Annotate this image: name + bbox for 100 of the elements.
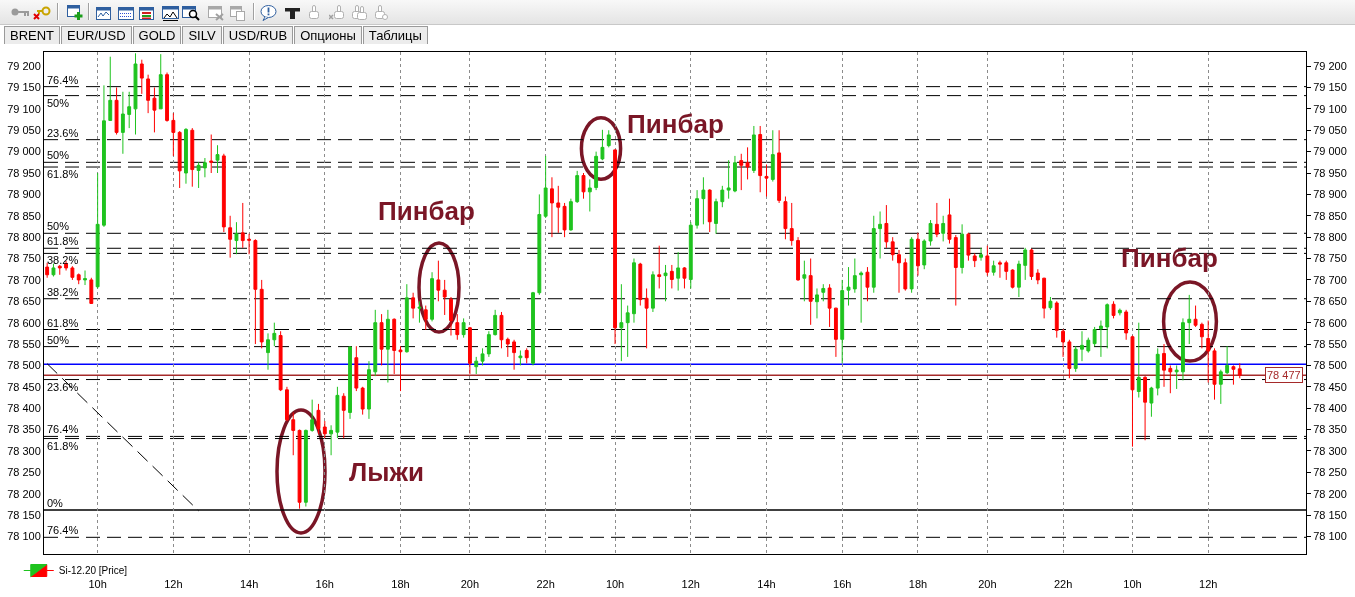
- candlestick: [348, 345, 352, 420]
- x-tick-label: 10h: [88, 578, 107, 591]
- candlestick: [1029, 248, 1034, 281]
- candlestick: [474, 356, 479, 375]
- y-tick-label: 78 900: [1313, 188, 1347, 201]
- y2-tick-label: 78 750: [7, 252, 41, 265]
- candlestick: [556, 185, 561, 234]
- y2-tick-label: 78 400: [7, 402, 41, 415]
- tab: Опционы: [294, 26, 362, 44]
- x-tick-label: 20h: [978, 578, 997, 591]
- annotation: Пинбар: [627, 109, 724, 139]
- annotation: 38.2%: [47, 254, 79, 266]
- candlestick: [329, 424, 334, 456]
- candlestick: [625, 305, 630, 358]
- candlestick: [751, 125, 756, 174]
- candlestick: [985, 245, 990, 277]
- candlestick: [1193, 305, 1198, 328]
- y-tick-label: 78 200: [1313, 487, 1347, 500]
- candlestick: [89, 277, 94, 305]
- candlestick: [392, 317, 397, 375]
- candlestick: [606, 129, 611, 148]
- candlestick: [385, 309, 390, 384]
- candlestick: [1010, 268, 1015, 289]
- candlestick: [215, 144, 220, 174]
- candlestick: [436, 260, 441, 302]
- candlestick: [575, 170, 580, 204]
- candlestick: [139, 59, 144, 95]
- candlestick: [1181, 317, 1185, 381]
- y-tick-label: 78 850: [1313, 209, 1347, 222]
- candlestick: [859, 270, 864, 324]
- candlestick: [1130, 335, 1135, 448]
- candlestick: [916, 232, 920, 277]
- annotation: 50%: [47, 149, 70, 161]
- candlestick: [190, 127, 195, 188]
- candlestick: [581, 172, 586, 200]
- candlestick: [367, 360, 371, 420]
- candlestick: [83, 270, 87, 286]
- candlestick: [676, 251, 681, 292]
- y2-tick-label: 78 500: [7, 359, 41, 372]
- y2-tick-label: 79 200: [7, 59, 41, 72]
- y-tick-label: 78 800: [1313, 231, 1347, 243]
- candlestick: [1067, 339, 1072, 379]
- candlestick: [764, 163, 769, 198]
- candlestick: [202, 157, 207, 178]
- candlestick: [1117, 308, 1122, 316]
- candlestick: [865, 266, 870, 302]
- candlestick: [285, 386, 289, 422]
- candlestick: [417, 300, 422, 324]
- candlestick: [543, 155, 548, 219]
- candlestick: [928, 219, 933, 247]
- annotation: 23.6%: [47, 127, 79, 139]
- candlestick: [1187, 294, 1192, 345]
- candlestick: [455, 313, 460, 341]
- y-tick-label: 78 650: [1313, 295, 1347, 308]
- candlestick: [102, 84, 106, 228]
- candlestick: [316, 403, 321, 435]
- y2-tick-label: 78 900: [7, 188, 41, 201]
- candlestick: [310, 399, 315, 433]
- candlestick: [1225, 345, 1230, 375]
- annotation: 61.8%: [47, 440, 79, 452]
- candlestick: [1155, 347, 1160, 396]
- y-tick-label: 78 250: [1313, 466, 1347, 479]
- candlestick: [228, 215, 233, 259]
- candlestick: [423, 305, 428, 331]
- y-tick-label: 78 350: [1313, 423, 1347, 436]
- annotation: 50%: [47, 334, 70, 346]
- annotation: 50%: [47, 97, 70, 109]
- candlestick: [120, 91, 125, 155]
- candlestick: [158, 53, 163, 110]
- candlestick: [1061, 328, 1065, 358]
- candlestick: [619, 283, 624, 362]
- candlestick: [1016, 260, 1021, 298]
- candlestick: [777, 129, 782, 204]
- annotation: 61.8%: [47, 235, 79, 247]
- candlestick: [171, 112, 176, 157]
- candlestick: [1042, 277, 1047, 319]
- candlestick: [1098, 320, 1103, 358]
- candlestick: [1218, 369, 1223, 405]
- candlestick: [51, 263, 56, 277]
- candlestick: [821, 283, 826, 302]
- candlestick: [852, 258, 857, 294]
- candlestick: [1168, 364, 1173, 394]
- candlestick: [234, 221, 239, 255]
- y-tick-label: 78 750: [1313, 252, 1347, 265]
- candlestick: [745, 146, 750, 180]
- candlestick: [947, 198, 952, 245]
- candlestick: [1143, 375, 1148, 441]
- candlestick: [266, 332, 270, 371]
- candlestick: [76, 273, 81, 285]
- y2-tick-label: 78 350: [7, 423, 41, 436]
- candlestick: [909, 236, 914, 294]
- x-tick-label: 20h: [460, 578, 480, 591]
- candlestick: [95, 172, 100, 289]
- candlestick: [1048, 296, 1053, 311]
- candlestick: [600, 129, 605, 161]
- y2-tick-label: 78 250: [7, 466, 41, 479]
- candlestick: [1162, 343, 1166, 388]
- candlestick: [770, 129, 775, 183]
- y-tick-label: 78 600: [1313, 316, 1347, 329]
- candlestick: [303, 429, 308, 508]
